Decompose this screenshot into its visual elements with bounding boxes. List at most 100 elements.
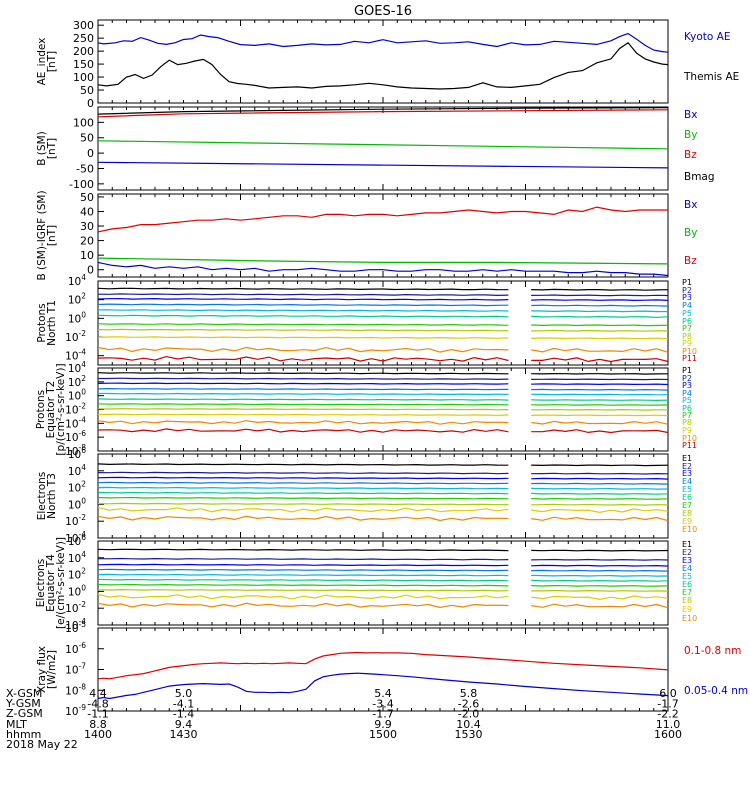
electrons_t4-channel-E2-seg0 [97,557,509,561]
y-tick-label: 30 [80,220,94,233]
panel-frame-2 [97,193,669,278]
protons_t2-legend-P2: P2 [682,374,692,383]
protons_t1-channel-P4-seg0 [97,303,509,307]
footer-value-c0-r3: 8.8 [89,718,107,731]
electrons_t3-legend-E6: E6 [682,493,692,502]
electrons_t4-legend-E8: E8 [682,596,692,605]
electrons_t4-channel-E5-seg1 [531,574,669,577]
panel-frame-6 [97,540,669,626]
electrons_t4-legend-E4: E4 [682,564,692,573]
electrons_t4-channel-E7-seg0 [97,583,509,587]
ae-ylabel-0: AE_index [36,38,48,86]
electrons_t3-channel-E5-seg1 [531,487,669,490]
electrons_t3-channel-E6-seg0 [97,491,509,495]
panel-frame-1 [97,106,669,191]
electrons_t4-channel-E6-seg1 [531,579,669,582]
protons_t2-legend-P10: P10 [682,434,697,443]
protons_t1-legend-P7: P7 [682,324,692,333]
protons_t2-channel-P4-seg0 [97,387,509,391]
protons_t1-legend-P9: P9 [682,339,692,348]
electrons_t3-channel-E1-seg1 [531,464,669,467]
electrons_t3-channel-E8-seg0 [97,502,509,506]
protons_t2-channel-P11-seg0 [97,428,509,433]
protons_t1-channel-P7-seg1 [531,324,669,327]
protons_t2-legend-P5: P5 [682,396,692,405]
xray-series-0.05-0.4 nm [97,672,669,700]
y-tick-label: 150 [73,58,94,71]
y-tick-label: 50 [80,191,94,204]
electrons_t3-legend-E8: E8 [682,509,692,518]
protons_t1-channel-P6-seg0 [97,314,509,318]
y-tick-label: 10-7 [65,662,86,677]
y-tick-label: -50 [76,162,94,175]
time-label-1430: 1430 [170,728,198,741]
electrons_t3-legend-E1: E1 [682,454,692,463]
y-tick-label: 40 [80,205,94,218]
footer-label-ygsm: Y-GSM [5,697,41,710]
electrons_t4-channel-E8-seg0 [97,588,509,592]
y-tick-label: 0 [87,147,94,160]
protons_t1-channel-P11-seg1 [531,357,669,363]
electrons_t3-legend-E4: E4 [682,477,692,486]
panel-frame-3 [97,280,669,366]
y-tick-label: 102 [68,374,86,389]
electrons_t3-legend-E5: E5 [682,485,692,494]
protons_t1-channel-P2-seg1 [531,294,669,297]
protons_t2-channel-P5-seg0 [98,392,509,396]
footer-label-zgsm: Z-GSM [6,707,43,720]
y-tick-label: 10-2 [65,513,86,528]
electrons_t3-legend-E3: E3 [682,469,692,478]
electrons_t3-channel-E4-seg1 [531,482,669,485]
footer-label-mlt: MLT [6,718,27,731]
electrons_t4-legend-E9: E9 [682,605,692,614]
protons_t1-channel-P2-seg0 [97,293,509,297]
footer-value-c3-r0: 5.8 [460,687,478,700]
y-tick-label: 0 [87,264,94,277]
b_igrf-series-Bx [97,261,669,277]
protons_t2-channel-P6-seg1 [531,399,669,402]
protons_t1-channel-P3-seg1 [531,299,669,302]
y-tick-label: 100 [73,116,94,129]
protons_t1-channel-P9-seg0 [97,336,509,339]
electrons_t4-channel-E3-seg0 [97,563,509,567]
electrons_t3-ylabel-0: Electrons [36,472,48,521]
electrons_t3-legend-E9: E9 [682,517,692,526]
y-tick-label: 102 [68,567,86,582]
electrons_t4-ylabel-2: [e/(cm²-s-sr-keV)] [55,537,67,629]
y-tick-label: 10-2 [65,329,86,344]
protons_t1-legend-P5: P5 [682,309,692,318]
xray-legend-0.05-0.4 nm: 0.05-0.4 nm [684,685,748,697]
protons_t2-channel-P8-seg0 [97,408,509,411]
protons_t1-legend-P6: P6 [682,317,692,326]
b_sm-ylabel-1: [nT] [46,138,58,159]
electrons_t4-legend-E3: E3 [682,556,692,565]
y-tick-label: 10-2 [65,402,86,417]
protons_t1-legend-P8: P8 [682,332,692,341]
electrons_t3-channel-E1-seg0 [97,463,509,466]
electrons_t4-channel-E10-seg0 [97,602,509,609]
electrons_t4-channel-E8-seg1 [531,589,669,592]
footer-value-c0-r1: -4.8 [87,697,108,710]
protons_t1-channel-P8-seg1 [531,329,669,332]
electrons_t4-ylabel-1: Equator T4 [45,554,57,612]
protons_t2-channel-P5-seg1 [531,393,669,396]
plot-title: GOES-16 [354,4,412,19]
protons_t1-channel-P1-seg1 [531,288,669,291]
electrons_t3-channel-E9-seg1 [531,508,669,514]
ae-ylabel-1: [nT] [46,51,58,72]
y-tick-label: 100 [68,310,86,325]
footer-value-c2-r1: -3.4 [372,697,393,710]
y-tick-label: 10-6 [65,429,86,444]
y-tick-label: 100 [68,496,86,511]
b_igrf-series-By [97,257,669,265]
protons_t2-channel-P11-seg1 [531,429,669,434]
y-tick-label: 106 [68,533,86,548]
protons_t2-channel-P6-seg0 [97,398,509,401]
protons_t1-legend-P10: P10 [682,347,697,356]
y-tick-label: 104 [68,463,86,478]
footer-value-c1-r0: 5.0 [175,687,193,700]
protons_t2-legend-P11: P11 [682,441,697,450]
protons_t1-channel-P4-seg1 [531,304,669,307]
